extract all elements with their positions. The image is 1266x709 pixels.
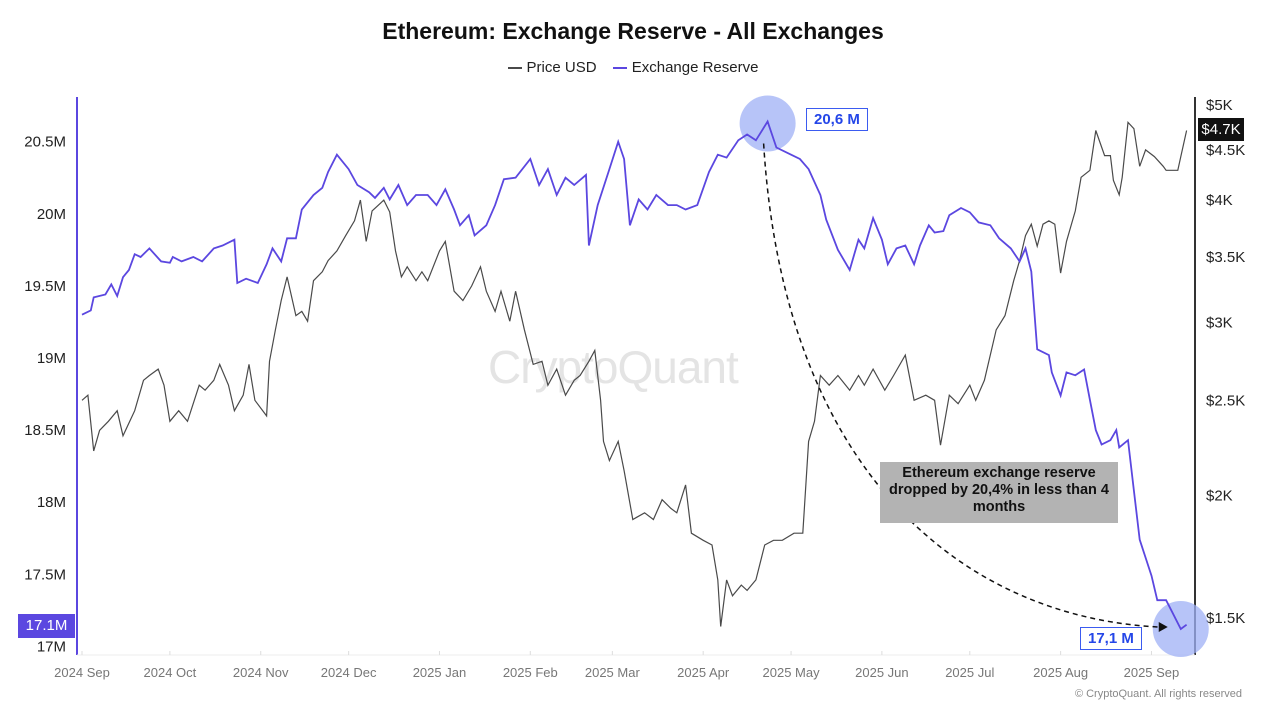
- right-axis-current-badge: $4.7K: [1198, 118, 1244, 141]
- x-axis-tick-label: 2024 Oct: [144, 665, 197, 680]
- right-axis-tick-label: $3.5K: [1206, 249, 1245, 266]
- x-axis-tick-label: 2025 May: [763, 665, 821, 680]
- right-axis-tick-label: $2K: [1206, 487, 1233, 504]
- chart-title: Ethereum: Exchange Reserve - All Exchang…: [382, 18, 884, 44]
- right-axis-tick-label: $4.5K: [1206, 142, 1245, 159]
- right-axis-tick-label: $1.5K: [1206, 610, 1245, 627]
- x-axis-tick-label: 2025 Sep: [1124, 665, 1180, 680]
- x-axis-tick-label: 2025 Jul: [945, 665, 994, 680]
- price-usd-line: [81, 121, 1188, 627]
- x-axis-tick-label: 2025 Jun: [855, 665, 909, 680]
- legend-item-price[interactable]: Price USD: [507, 59, 597, 76]
- legend-label-reserve: Exchange Reserve: [631, 59, 759, 76]
- x-axis-tick-label: 2025 Feb: [503, 665, 558, 680]
- annotation-note: Ethereum exchange reserve dropped by 20,…: [880, 462, 1118, 523]
- legend-swatch-reserve: [612, 67, 627, 69]
- left-axis-tick-label: 17M: [37, 638, 66, 655]
- arrow-head-icon: [1158, 622, 1168, 633]
- x-axis-tick-label: 2024 Dec: [321, 665, 377, 680]
- legend: Price USD Exchange Reserve: [0, 59, 1266, 76]
- x-axis-tick-label: 2025 Jan: [413, 665, 467, 680]
- copyright-footer: © CryptoQuant. All rights reserved: [1074, 688, 1242, 700]
- x-axis-tick-label: 2025 Apr: [677, 665, 730, 680]
- left-axis-tick-label: 19M: [37, 350, 66, 367]
- exchange-reserve-line: [81, 119, 1188, 631]
- right-axis-tick-label: $5K: [1206, 97, 1233, 114]
- x-axis-tick-label: 2025 Mar: [585, 665, 641, 680]
- left-axis-tick-label: 18.5M: [24, 422, 66, 439]
- right-axis-tick-label: $2.5K: [1206, 392, 1245, 409]
- legend-swatch-price: [507, 67, 522, 69]
- left-axis-tick-label: 19.5M: [24, 278, 66, 295]
- left-axis-tick-label: 17.5M: [24, 566, 66, 583]
- legend-item-reserve[interactable]: Exchange Reserve: [612, 59, 759, 76]
- left-axis-current-badge: 17.1M: [18, 614, 75, 638]
- left-axis-tick-label: 18M: [37, 494, 66, 511]
- right-axis-tick-label: $3K: [1206, 315, 1233, 332]
- low-value-label: 17,1 M: [1080, 627, 1142, 650]
- left-axis-tick-label: 20.5M: [24, 134, 66, 151]
- dashed-arrow: [762, 143, 1159, 628]
- left-axis-tick-label: 20M: [37, 206, 66, 223]
- x-axis-tick-label: 2024 Sep: [54, 665, 110, 680]
- x-axis-tick-label: 2024 Nov: [233, 665, 289, 680]
- right-axis-tick-label: $4K: [1206, 192, 1233, 209]
- x-axis-tick-label: 2025 Aug: [1033, 665, 1088, 680]
- peak-value-label: 20,6 M: [806, 108, 868, 131]
- legend-label-price: Price USD: [526, 59, 597, 76]
